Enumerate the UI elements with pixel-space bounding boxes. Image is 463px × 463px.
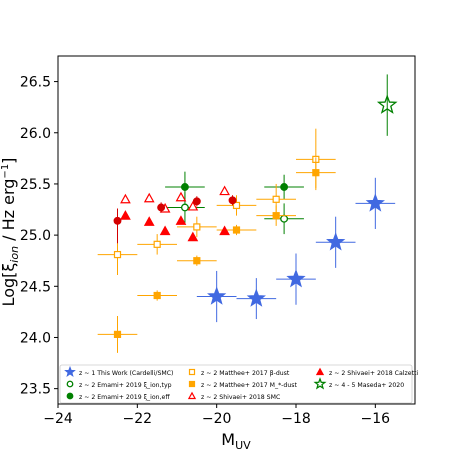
data-point (219, 225, 230, 236)
data-point (143, 216, 155, 226)
data-point (326, 232, 346, 251)
data-point (113, 216, 122, 225)
data-point (376, 94, 398, 114)
data-point (272, 212, 280, 220)
data-point (192, 197, 201, 206)
data-point (175, 215, 187, 225)
data-point (175, 191, 187, 202)
y-tick-label: 25.0 (20, 228, 51, 244)
x-tick-label: −20 (202, 411, 232, 427)
data-point (157, 203, 166, 212)
series-z-4-5-maseda-2020 (376, 74, 398, 136)
y-tick-label: 24.5 (20, 279, 51, 295)
legend-box (59, 364, 413, 404)
legend-entry-z-2-shivaei-2018-smc: z ~ 2 Shivaei+ 2018 SMC (187, 391, 280, 401)
series-z-1-this-work-cardelli-smc (196, 177, 396, 323)
series-z-2-emami-2019-ion-eff (165, 171, 304, 203)
plot-frame (57, 55, 416, 405)
series-z-2-matthee-2017-m-dust (97, 157, 336, 353)
data-point (193, 223, 201, 231)
legend-label: z ~ 2 Matthee+ 2017 M_*-dust (201, 382, 297, 389)
data-point (232, 226, 241, 234)
chart-marks (97, 74, 398, 353)
data-point (232, 201, 241, 210)
legend-entry-z-2-matthee-2017-m-dust: z ~ 2 Matthee+ 2017 M_*-dust (188, 380, 297, 389)
data-point (120, 193, 131, 204)
legend-marker (315, 367, 325, 376)
series-z-2-matthee-2017-dust (97, 128, 336, 276)
data-point (180, 203, 189, 212)
y-tick-label: 23.5 (20, 382, 51, 398)
legend-entry-z-4-5-maseda-2020: z ~ 4 - 5 Maseda+ 2020 (313, 377, 404, 390)
data-point (153, 240, 161, 248)
legend-label: z ~ 2 Matthee+ 2017 β-dust (201, 370, 290, 377)
legend-marker (188, 368, 196, 376)
y-tick-label: 26.0 (20, 126, 51, 142)
legend-label: z ~ 2 Shivaei+ 2018 SMC (201, 394, 280, 401)
legend-entry-z-2-emami-2019-ion-typ: z ~ 2 Emami+ 2019 ξ_ion,typ (66, 380, 172, 389)
legend-label: z ~ 1 This Work (Cardelli/SMC) (79, 370, 173, 377)
legend-label: z ~ 2 Emami+ 2019 ξ_ion,typ (79, 382, 172, 389)
legend-entry-z-2-matthee-2017-dust: z ~ 2 Matthee+ 2017 β-dust (188, 368, 290, 377)
legend-label: z ~ 2 Emami+ 2019 ξ_ion,eff (79, 394, 170, 401)
y-tick-label: 26.5 (20, 75, 51, 91)
legend-marker (187, 391, 197, 400)
data-point (143, 192, 155, 203)
data-point (280, 214, 289, 223)
x-tick-label: −18 (281, 411, 311, 427)
data-point (280, 183, 289, 191)
legend-entry-z-1-this-work-cardelli-smc: z ~ 1 This Work (Cardelli/SMC) (64, 365, 173, 377)
chart-axes: −24 −22 −20 −18 −16 23.5 24.0 24.5 25.0 25.5 26.0 2… (20, 55, 416, 427)
legend-entry-z-2-shivaei-2018-calzetti: z ~ 2 Shivaei+ 2018 Calzetti (315, 367, 418, 377)
legend-marker (64, 365, 76, 377)
legend-marker (66, 392, 74, 400)
data-point (187, 200, 199, 211)
data-point (228, 196, 237, 205)
series-series (113, 195, 237, 244)
legend-marker (66, 380, 74, 388)
data-point (113, 330, 122, 338)
y-tick-label: 24.0 (20, 330, 51, 346)
series-z-2-shivaei-2018-calzetti (120, 210, 230, 242)
x-tick-label: −22 (123, 411, 153, 427)
data-point (187, 231, 199, 242)
legend-label: z ~ 2 Shivaei+ 2018 Calzetti (329, 370, 418, 377)
chart-legend: z ~ 1 This Work (Cardelli/SMC) z ~ 2 Emam… (59, 364, 418, 404)
x-tick-label: −24 (43, 411, 73, 427)
data-point (153, 291, 161, 300)
legend-marker (188, 380, 196, 388)
data-point (286, 268, 306, 288)
data-point (193, 257, 201, 265)
data-point (312, 169, 320, 177)
series-z-2-shivaei-2018-smc (120, 185, 230, 213)
data-point (219, 185, 230, 196)
y-axis-label: Log[ξion / Hz erg−1] (0, 158, 21, 307)
y-tick-label: 25.5 (20, 177, 51, 193)
legend-label: z ~ 4 - 5 Maseda+ 2020 (329, 382, 404, 389)
data-point (207, 286, 227, 305)
x-tick-label: −16 (361, 411, 391, 427)
data-point (246, 288, 266, 307)
legend-entry-z-2-emami-2019-ion-eff: z ~ 2 Emami+ 2019 ξ_ion,eff (66, 392, 170, 401)
data-point (365, 193, 385, 212)
data-point (272, 195, 280, 203)
data-point (180, 183, 189, 191)
legend-marker (313, 377, 327, 390)
data-point (120, 210, 131, 220)
x-axis-label: MUV (221, 430, 251, 452)
data-point (113, 250, 122, 259)
data-point (159, 225, 171, 236)
